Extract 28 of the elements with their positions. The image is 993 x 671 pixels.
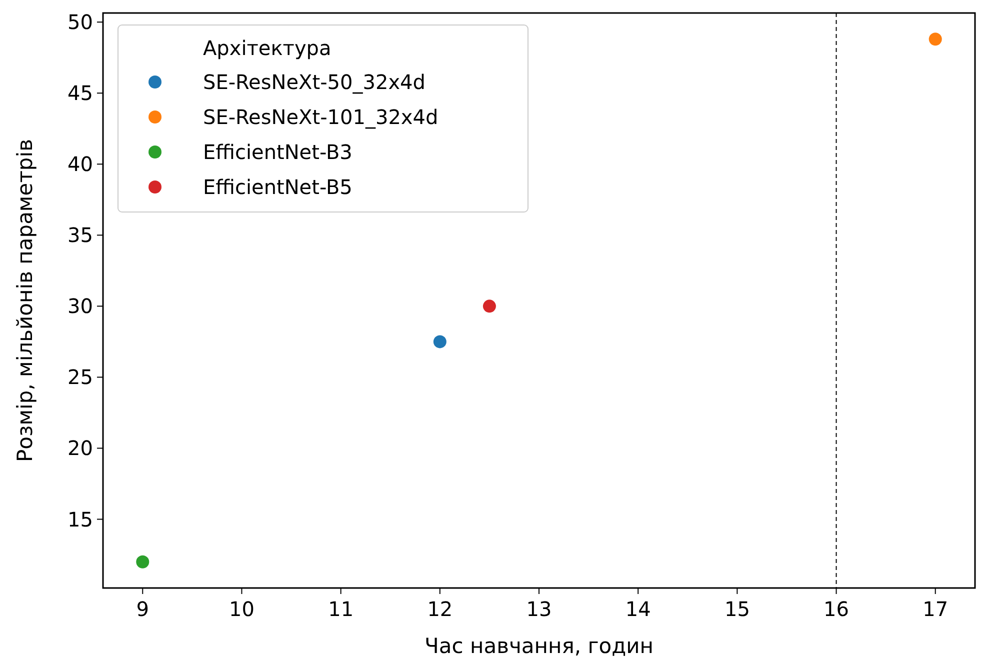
- y-tick-label: 50: [68, 10, 93, 34]
- x-tick-label: 11: [328, 597, 354, 621]
- x-tick-label: 10: [229, 597, 254, 621]
- x-tick-label: 15: [724, 597, 750, 621]
- y-axis-title: Розмір, мільйонів параметрів: [13, 139, 37, 462]
- point: [136, 555, 150, 568]
- x-tick-label: 13: [526, 597, 552, 621]
- legend-title: Архітектура: [203, 36, 332, 60]
- x-tick-label: 14: [625, 597, 651, 621]
- x-tick-label: 16: [824, 597, 849, 621]
- y-tick-label: 20: [68, 436, 93, 460]
- x-axis-title: Час навчання, годин: [424, 634, 654, 658]
- point: [433, 335, 446, 348]
- point: [482, 300, 496, 313]
- x-tick-label: 12: [427, 597, 453, 621]
- legend-label: EfficientNet-B5: [203, 175, 352, 199]
- y-tick-label: 45: [68, 81, 93, 106]
- y-tick-label: 35: [68, 223, 93, 248]
- y-tick-label: 30: [68, 294, 93, 318]
- y-tick-label: 40: [68, 152, 93, 176]
- legend-label: SE-ResNeXt-101_32x4d: [203, 105, 438, 129]
- x-tick-label: 9: [136, 597, 150, 621]
- y-tick-label: 15: [68, 507, 93, 532]
- legend-label: SE-ResNeXt-50_32x4d: [203, 70, 426, 94]
- point: [928, 32, 942, 46]
- x-tick-label: 17: [922, 597, 948, 621]
- legend-label: EfficientNet-B3: [203, 140, 352, 164]
- y-tick-label: 25: [68, 365, 93, 390]
